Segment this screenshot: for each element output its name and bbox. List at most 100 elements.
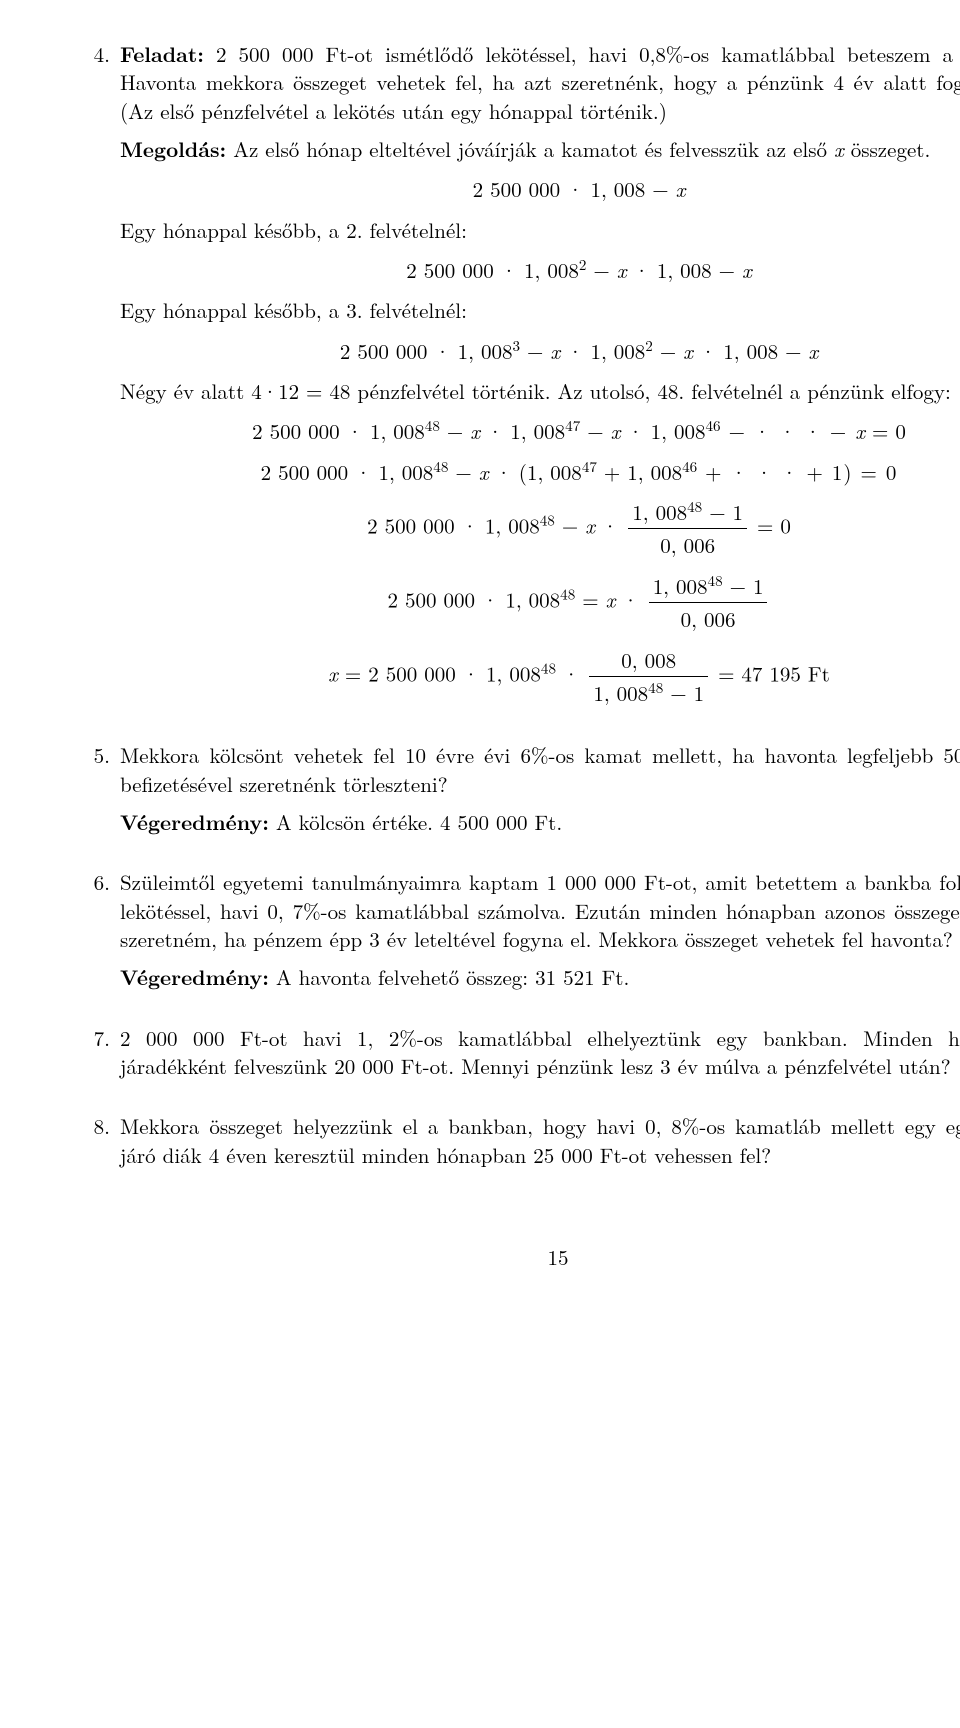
result-line: Végeredmény: A kölcsön értéke. 4 500 000…: [120, 808, 960, 836]
math-text: · 1, 008 −: [693, 336, 808, 366]
math-text: + 1, 008: [597, 457, 682, 487]
denominator: 1, 00848 − 1: [589, 677, 708, 707]
fraction: 1, 00848 − 10, 006: [649, 572, 768, 634]
math-text: · 1, 008: [480, 416, 565, 446]
sup: 48: [560, 583, 575, 604]
sup: 46: [705, 415, 720, 436]
math-text: 2 500 000 · 1, 008: [388, 584, 561, 614]
equation-3: 2 500 000 · 1, 0083 − x · 1, 0082 − x · …: [120, 337, 960, 365]
math-text: −: [653, 336, 683, 366]
math-text: 2 500 000 · 1, 008: [340, 336, 513, 366]
var-x: x: [855, 416, 865, 446]
math-text: −: [520, 336, 550, 366]
item-body: Szüleimtől egyetemi tanulmányaimra kapta…: [120, 868, 960, 1001]
denominator: 0, 006: [649, 603, 768, 633]
math-text: 2 500 000 · 1, 008 −: [473, 174, 676, 204]
math-text: ·: [595, 511, 625, 541]
math-text: −: [555, 511, 585, 541]
label-megoldas: Megoldás:: [120, 134, 226, 164]
math-text: · 1, 008: [560, 336, 645, 366]
sup: 3: [512, 335, 520, 356]
text: A havonta felvehető összeg: 31 521 Ft.: [269, 962, 629, 992]
var-x: x: [328, 658, 338, 688]
sup: 46: [682, 456, 697, 477]
var-x: x: [808, 336, 818, 366]
math-text: −: [580, 416, 610, 446]
math-text: · 1, 008 −: [627, 255, 742, 285]
numerator: 1, 00848 − 1: [649, 572, 768, 603]
var-x: x: [585, 511, 595, 541]
math-text: = 47 195 Ft: [711, 658, 830, 688]
text: 2 500 000 Ft-ot ismétlődő lekötéssel, ha…: [120, 39, 960, 126]
var-x: x: [470, 416, 480, 446]
numerator: 1, 00848 − 1: [628, 498, 747, 529]
solution-lead: Megoldás: Az első hónap elteltével jóváí…: [120, 135, 960, 163]
item-body: Mekkora összeget helyezzünk el a bankban…: [120, 1112, 960, 1179]
numerator: 0, 008: [589, 646, 708, 677]
math-text: 2 500 000 · 1, 008: [252, 416, 425, 446]
sup: 2: [645, 335, 653, 356]
item-body: 2 000 000 Ft-ot havi 1, 2%-os kamatlábba…: [120, 1024, 960, 1091]
problem-statement: Mekkora kölcsönt vehetek fel 10 évre évi…: [120, 741, 960, 798]
problem-statement: Feladat: 2 500 000 Ft-ot ismétlődő leköt…: [120, 40, 960, 125]
math-text: = 2 500 000 · 1, 008: [338, 658, 541, 688]
equation-5: 2 500 000 · 1, 00848 − x · (1, 00847 + 1…: [120, 458, 960, 486]
var-x: x: [683, 336, 693, 366]
var-x: x: [611, 416, 621, 446]
step-text: Négy év alatt 4·12 = 48 pénzfelvétel tör…: [120, 377, 960, 405]
math-text: 2 500 000 · 1, 008: [406, 255, 579, 285]
math-text: + · · · + 1) = 0: [697, 457, 897, 487]
math-text: −: [586, 255, 616, 285]
equation-6: 2 500 000 · 1, 00848 − x · 1, 00848 − 10…: [120, 498, 960, 560]
label-vegeredmeny: Végeredmény:: [120, 807, 269, 837]
result-line: Végeredmény: A havonta felvehető összeg:…: [120, 963, 960, 991]
problem-statement: Mekkora összeget helyezzünk el a bankban…: [120, 1112, 960, 1169]
sup: 47: [565, 415, 580, 436]
step-text: Egy hónappal később, a 2. felvételnél:: [120, 216, 960, 244]
var-x: x: [676, 174, 686, 204]
item-number: 5.: [78, 741, 120, 846]
equation-7: 2 500 000 · 1, 00848 = x · 1, 00848 − 10…: [120, 572, 960, 634]
equation-8: x = 2 500 000 · 1, 00848 · 0, 0081, 0084…: [120, 646, 960, 708]
var-x: x: [606, 584, 616, 614]
item-number: 7.: [78, 1024, 120, 1091]
var-x: x: [550, 336, 560, 366]
math-text: · (1, 008: [488, 457, 581, 487]
math-text: ·: [615, 584, 645, 614]
item-number: 4.: [78, 40, 120, 719]
sup: 48: [541, 657, 556, 678]
sup: 48: [433, 456, 448, 477]
fraction: 1, 00848 − 10, 006: [628, 498, 747, 560]
sup: 47: [582, 456, 597, 477]
text: A kölcsön értéke. 4 500 000 Ft.: [269, 807, 562, 837]
math-text: 2 500 000 · 1, 008: [261, 457, 434, 487]
item-body: Mekkora kölcsönt vehetek fel 10 évre évi…: [120, 741, 960, 846]
math-text: = 0: [865, 416, 906, 446]
text: Az első hónap elteltével jóváírják a kam…: [226, 134, 834, 164]
equation-1: 2 500 000 · 1, 008 − x: [120, 175, 960, 203]
math-text: ·: [556, 658, 586, 688]
fraction: 0, 0081, 00848 − 1: [589, 646, 708, 708]
math-text: · 1, 008: [620, 416, 705, 446]
item-number: 6.: [78, 868, 120, 1001]
var-x: x: [834, 134, 844, 164]
item-body: Feladat: 2 500 000 Ft-ot ismétlődő leköt…: [120, 40, 960, 719]
sup: 48: [540, 510, 555, 531]
var-x: x: [742, 255, 752, 285]
math-text: −: [448, 457, 478, 487]
math-text: =: [575, 584, 605, 614]
denominator: 0, 006: [628, 529, 747, 559]
step-text: Egy hónappal később, a 3. felvételnél:: [120, 296, 960, 324]
problem-statement: Szüleimtől egyetemi tanulmányaimra kapta…: [120, 868, 960, 953]
equation-4: 2 500 000 · 1, 00848 − x · 1, 00847 − x …: [120, 417, 960, 445]
math-text: −: [440, 416, 470, 446]
item-number: 8.: [78, 1112, 120, 1179]
page-number: 15: [78, 1243, 960, 1271]
text: összeget.: [844, 134, 931, 164]
problem-statement: 2 000 000 Ft-ot havi 1, 2%-os kamatlábba…: [120, 1024, 960, 1081]
var-x: x: [617, 255, 627, 285]
label-feladat: Feladat:: [120, 39, 204, 69]
label-vegeredmeny: Végeredmény:: [120, 962, 269, 992]
math-text: 2 500 000 · 1, 008: [367, 511, 540, 541]
sup: 48: [425, 415, 440, 436]
